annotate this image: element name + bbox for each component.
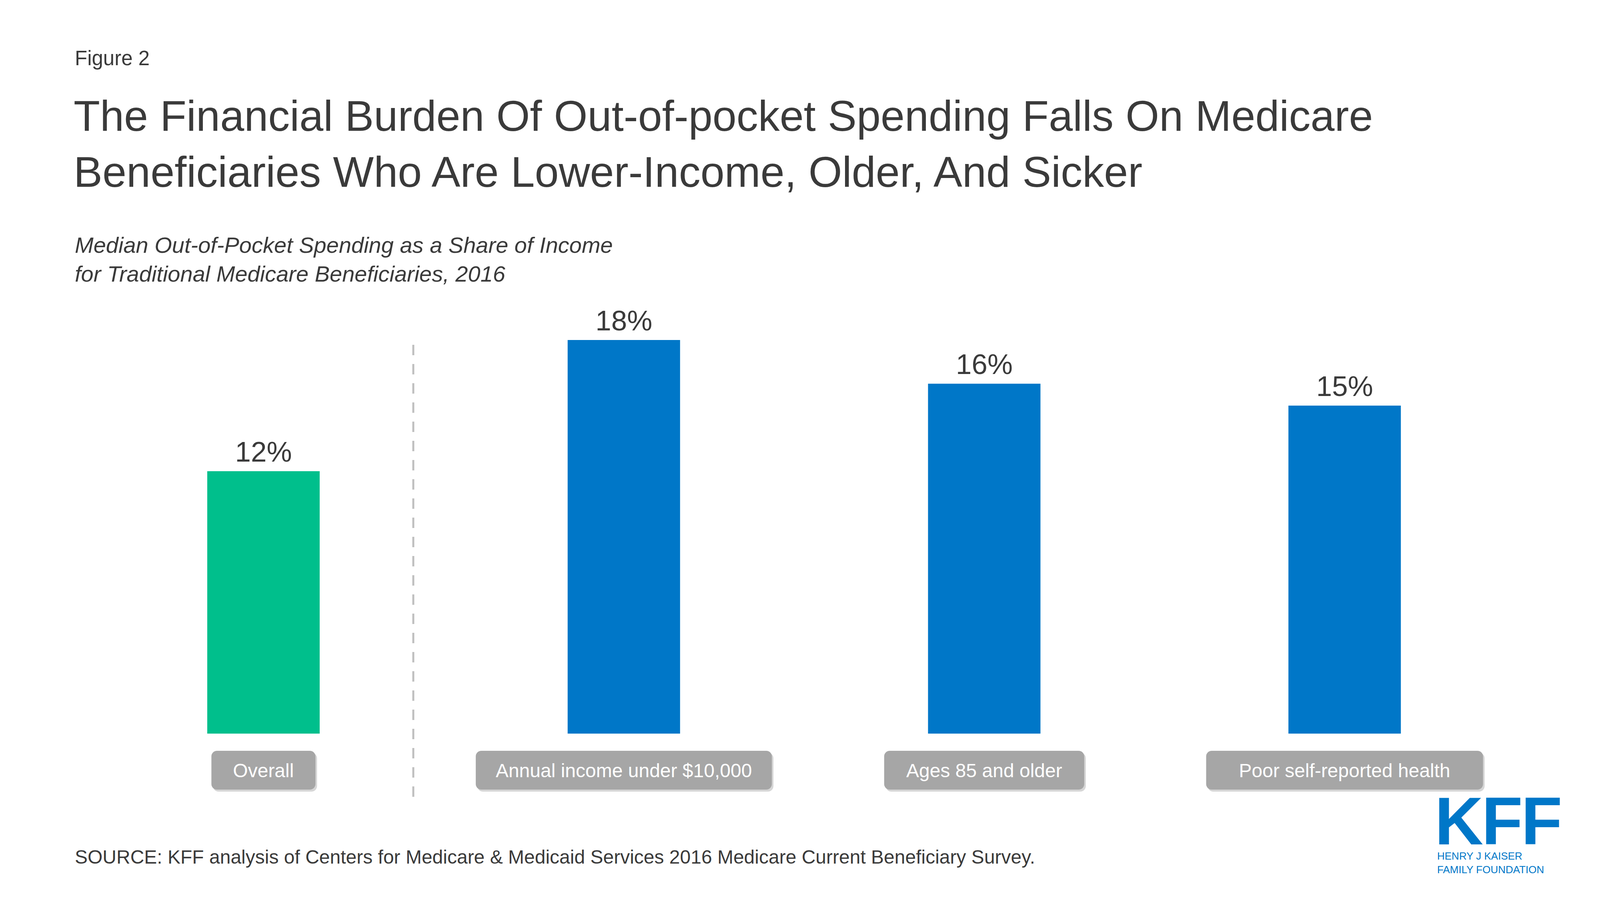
- svg-text:Ages 85 and older: Ages 85 and older: [906, 760, 1063, 782]
- html-text:for Traditional Medicare Benef: for Traditional Medicare Beneficiaries, …: [74, 261, 506, 287]
- svg-text:12%: 12%: [234, 436, 292, 468]
- svg-text:18%: 18%: [595, 304, 653, 337]
- svg-text:15%: 15%: [1316, 370, 1374, 403]
- svg-text:Annual income under $10,000: Annual income under $10,000: [495, 760, 752, 782]
- html-text:FAMILY FOUNDATION: FAMILY FOUNDATION: [1437, 863, 1545, 876]
- html-text:KFF: KFF: [1434, 783, 1561, 860]
- html-text:SOURCE: KFF analysis of Center: SOURCE: KFF analysis of Centers for Medi…: [74, 846, 1036, 868]
- html-text:Figure 2: Figure 2: [74, 46, 150, 70]
- html-text:The Financial Burden Of Out-of: The Financial Burden Of Out-of-pocket Sp…: [73, 91, 1373, 141]
- svg-text:16%: 16%: [955, 348, 1013, 381]
- svg-text:Poor self-reported health: Poor self-reported health: [1238, 760, 1450, 782]
- html-text:Beneficiaries Who Are Lower-In: Beneficiaries Who Are Lower-Income, Olde…: [73, 147, 1143, 197]
- svg-text:Overall: Overall: [232, 760, 294, 782]
- html-text:HENRY J KAISER: HENRY J KAISER: [1437, 850, 1523, 863]
- html-text:Median Out-of-Pocket Spending: Median Out-of-Pocket Spending as a Share…: [74, 232, 613, 258]
